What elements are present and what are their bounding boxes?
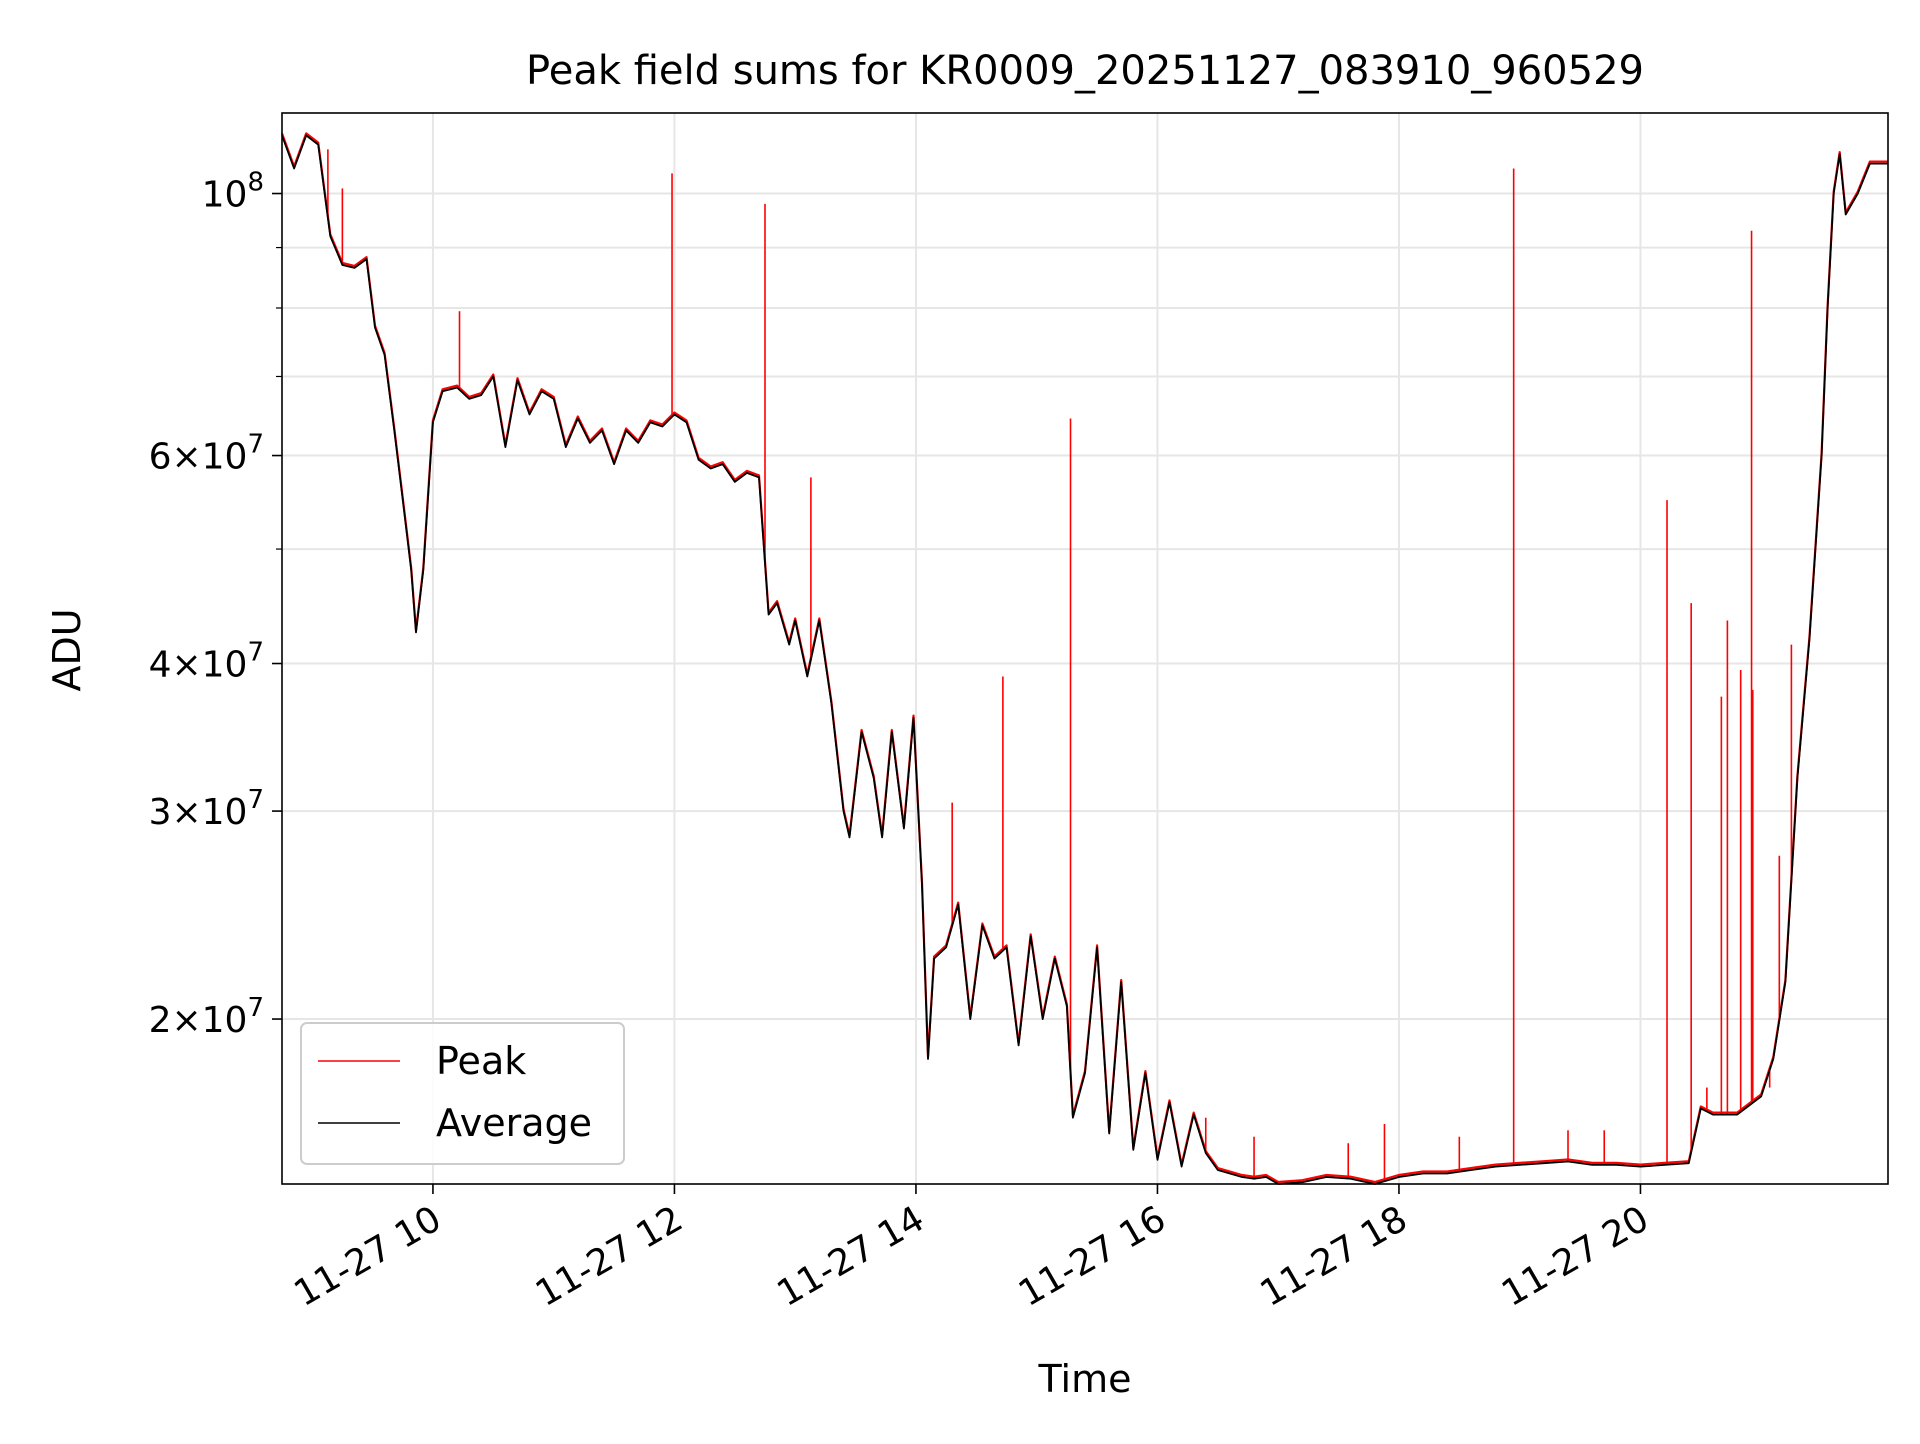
x-tick-label: 11-27 18	[1254, 1198, 1415, 1314]
y-tick-label: 4×107	[149, 638, 264, 686]
legend: Peak Average	[300, 1022, 625, 1165]
x-tick-label: 11-27 12	[529, 1198, 690, 1314]
series-line-average	[281, 134, 1888, 1185]
x-tick-label: 11-27 16	[1012, 1198, 1173, 1314]
legend-label-average: Average	[436, 1101, 592, 1145]
x-axis-label: Time	[1038, 1357, 1132, 1401]
x-tick-label: 11-27 10	[288, 1198, 449, 1314]
chart-title: Peak field sums for KR0009_20251127_0839…	[526, 48, 1644, 94]
x-tick-label: 11-27 20	[1495, 1198, 1656, 1314]
y-axis-label: ADU	[45, 608, 89, 691]
legend-label-peak: Peak	[436, 1039, 526, 1083]
x-tick-label: 11-27 14	[771, 1198, 932, 1314]
plot-area-frame	[281, 112, 1889, 1185]
y-tick-label: 3×107	[149, 785, 264, 833]
y-tick-label: 6×107	[149, 430, 264, 478]
legend-box	[300, 1022, 625, 1165]
grid-lines	[282, 113, 1888, 1184]
series-lines	[280, 132, 1888, 1185]
y-tick-label: 108	[202, 168, 264, 216]
y-tick-label: 2×107	[149, 993, 264, 1041]
